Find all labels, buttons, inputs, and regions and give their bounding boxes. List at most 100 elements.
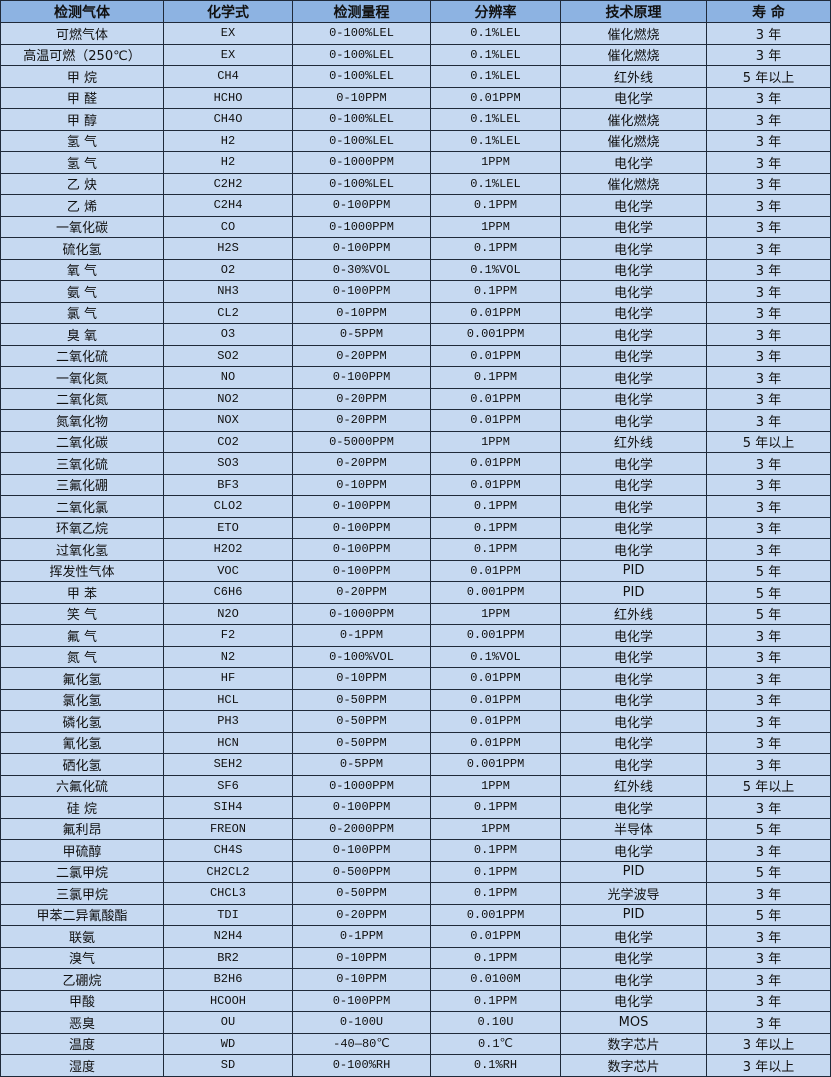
range-cell: 0-50PPM	[292, 710, 431, 733]
gas-name-cell: 氟利昂	[0, 817, 164, 840]
principle-cell: 电化学	[560, 495, 707, 518]
resolution-cell: 1PPM	[430, 215, 561, 238]
resolution-cell: 0.1%LEL	[430, 172, 561, 195]
lifespan-cell: 3 年	[706, 129, 831, 152]
table-row: 硫化氢 H2S 0-100PPM 0.1PPM 电化学 3 年	[0, 237, 831, 260]
lifespan-cell: 3 年	[706, 667, 831, 690]
range-cell: 0-50PPM	[292, 731, 431, 754]
range-cell: 0-100PPM	[292, 538, 431, 561]
gas-name-cell: 六氟化硫	[0, 774, 164, 797]
lifespan-cell: 3 年以上	[706, 1032, 831, 1055]
principle-cell: 催化燃烧	[560, 22, 707, 45]
principle-cell: 电化学	[560, 946, 707, 969]
table-row: 氟 气 F2 0-1PPM 0.001PPM 电化学 3 年	[0, 624, 831, 647]
formula-cell: H2	[163, 129, 293, 152]
resolution-cell: 0.1%LEL	[430, 22, 561, 45]
table-row: 二氧化碳 CO2 0-5000PPM 1PPM 红外线 5 年以上	[0, 430, 831, 453]
gas-name-cell: 环氧乙烷	[0, 516, 164, 539]
resolution-cell: 0.1PPM	[430, 860, 561, 883]
principle-cell: 电化学	[560, 516, 707, 539]
resolution-cell: 1PPM	[430, 151, 561, 174]
resolution-cell: 0.01PPM	[430, 688, 561, 711]
principle-cell: 数字芯片	[560, 1054, 707, 1077]
lifespan-cell: 5 年	[706, 559, 831, 582]
principle-cell: 电化学	[560, 645, 707, 668]
formula-cell: SIH4	[163, 796, 293, 819]
range-cell: 0-50PPM	[292, 688, 431, 711]
table-row: 联氨 N2H4 0-1PPM 0.01PPM 电化学 3 年	[0, 925, 831, 948]
range-cell: 0-100U	[292, 1011, 431, 1034]
formula-cell: O2	[163, 258, 293, 281]
lifespan-cell: 3 年	[706, 237, 831, 260]
gas-name-cell: 乙硼烷	[0, 968, 164, 991]
gas-name-cell: 三氯甲烷	[0, 882, 164, 905]
range-cell: 0-100PPM	[292, 280, 431, 303]
principle-cell: 电化学	[560, 301, 707, 324]
formula-cell: SEH2	[163, 753, 293, 776]
table-row: 环氧乙烷 ETO 0-100PPM 0.1PPM 电化学 3 年	[0, 516, 831, 539]
formula-cell: N2H4	[163, 925, 293, 948]
formula-cell: N2O	[163, 602, 293, 625]
resolution-cell: 0.0100M	[430, 968, 561, 991]
formula-cell: C2H4	[163, 194, 293, 217]
principle-cell: 催化燃烧	[560, 108, 707, 131]
principle-cell: 催化燃烧	[560, 43, 707, 66]
table-row: 硒化氢 SEH2 0-5PPM 0.001PPM 电化学 3 年	[0, 753, 831, 776]
range-cell: 0-50PPM	[292, 882, 431, 905]
table-row: 挥发性气体 VOC 0-100PPM 0.01PPM PID 5 年	[0, 559, 831, 582]
gas-name-cell: 氟化氢	[0, 667, 164, 690]
resolution-cell: 0.1PPM	[430, 366, 561, 389]
lifespan-cell: 3 年	[706, 516, 831, 539]
principle-cell: 半导体	[560, 817, 707, 840]
formula-cell: BF3	[163, 473, 293, 496]
range-cell: 0-10PPM	[292, 301, 431, 324]
lifespan-cell: 3 年	[706, 108, 831, 131]
gas-name-cell: 氰化氢	[0, 731, 164, 754]
principle-cell: 电化学	[560, 366, 707, 389]
formula-cell: SO2	[163, 344, 293, 367]
range-cell: 0-100PPM	[292, 366, 431, 389]
principle-cell: 电化学	[560, 86, 707, 109]
gas-name-cell: 笑 气	[0, 602, 164, 625]
lifespan-cell: 3 年	[706, 753, 831, 776]
resolution-cell: 0.01PPM	[430, 344, 561, 367]
table-row: 氟化氢 HF 0-10PPM 0.01PPM 电化学 3 年	[0, 667, 831, 690]
header-principle: 技术原理	[560, 0, 707, 23]
table-row: 硅 烷 SIH4 0-100PPM 0.1PPM 电化学 3 年	[0, 796, 831, 819]
resolution-cell: 0.1PPM	[430, 796, 561, 819]
lifespan-cell: 3 年以上	[706, 1054, 831, 1077]
range-cell: 0-5PPM	[292, 323, 431, 346]
gas-name-cell: 二氧化氯	[0, 495, 164, 518]
range-cell: 0-100PPM	[292, 516, 431, 539]
principle-cell: 电化学	[560, 538, 707, 561]
formula-cell: CH4	[163, 65, 293, 88]
formula-cell: TDI	[163, 903, 293, 926]
table-row: 氧 气 O2 0-30%VOL 0.1%VOL 电化学 3 年	[0, 258, 831, 281]
table-row: 温度 WD -40—80℃ 0.1℃ 数字芯片 3 年以上	[0, 1032, 831, 1055]
table-body: 可燃气体 EX 0-100%LEL 0.1%LEL 催化燃烧 3 年高温可燃（250℃） E…	[0, 22, 831, 1077]
principle-cell: PID	[560, 559, 707, 582]
formula-cell: BR2	[163, 946, 293, 969]
gas-name-cell: 三氟化硼	[0, 473, 164, 496]
table-row: 高温可燃（250℃） EX 0-100%LEL 0.1%LEL 催化燃烧 3 年	[0, 43, 831, 66]
range-cell: 0-10PPM	[292, 473, 431, 496]
gas-name-cell: 氯化氢	[0, 688, 164, 711]
table-row: 可燃气体 EX 0-100%LEL 0.1%LEL 催化燃烧 3 年	[0, 22, 831, 45]
gas-name-cell: 氢 气	[0, 129, 164, 152]
formula-cell: EX	[163, 22, 293, 45]
resolution-cell: 1PPM	[430, 430, 561, 453]
formula-cell: CH2CL2	[163, 860, 293, 883]
lifespan-cell: 5 年以上	[706, 65, 831, 88]
lifespan-cell: 3 年	[706, 387, 831, 410]
gas-name-cell: 二氧化氮	[0, 387, 164, 410]
table-row: 磷化氢 PH3 0-50PPM 0.01PPM 电化学 3 年	[0, 710, 831, 733]
resolution-cell: 0.1%RH	[430, 1054, 561, 1077]
lifespan-cell: 3 年	[706, 301, 831, 324]
lifespan-cell: 3 年	[706, 688, 831, 711]
principle-cell: 电化学	[560, 989, 707, 1012]
table-row: 三氯甲烷 CHCL3 0-50PPM 0.1PPM 光学波导 3 年	[0, 882, 831, 905]
formula-cell: WD	[163, 1032, 293, 1055]
lifespan-cell: 5 年以上	[706, 774, 831, 797]
principle-cell: PID	[560, 903, 707, 926]
resolution-cell: 0.001PPM	[430, 581, 561, 604]
